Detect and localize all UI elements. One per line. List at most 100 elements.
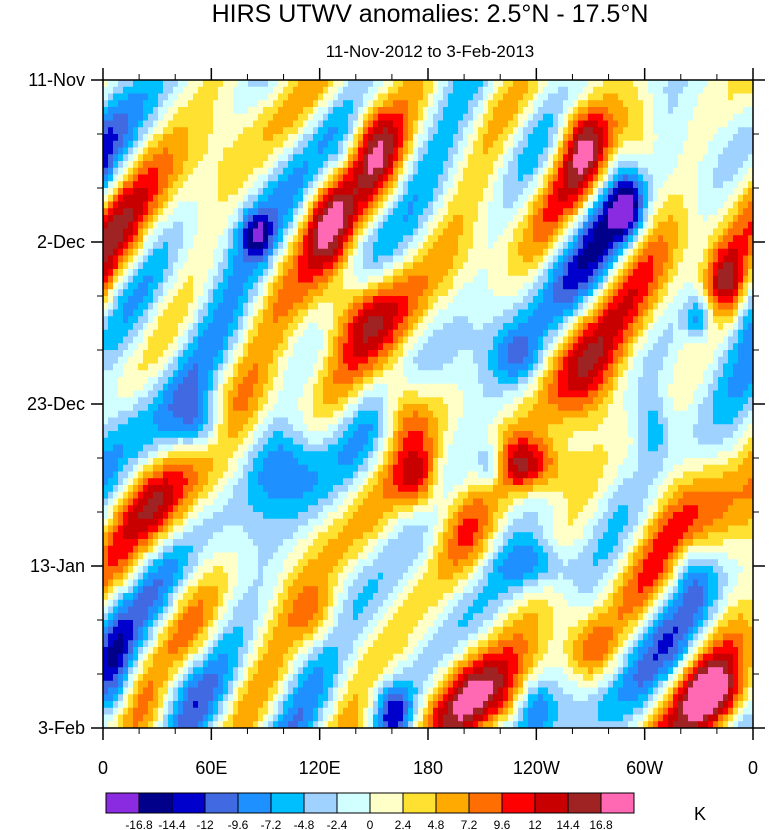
heat-cell bbox=[578, 188, 584, 196]
heat-cell bbox=[608, 282, 614, 290]
heat-cell bbox=[543, 228, 549, 236]
heat-cell bbox=[173, 147, 179, 155]
heat-cell bbox=[443, 147, 449, 155]
heat-cell bbox=[113, 154, 119, 162]
heat-cell bbox=[198, 194, 204, 203]
heat-cell bbox=[483, 107, 489, 115]
heat-cell bbox=[673, 248, 679, 257]
heat-cell bbox=[228, 228, 234, 236]
heat-cell bbox=[598, 161, 604, 169]
heat-cell bbox=[468, 269, 474, 277]
heat-cell bbox=[283, 93, 289, 101]
heat-cell bbox=[153, 100, 159, 108]
heat-cell bbox=[183, 107, 189, 115]
heat-cell bbox=[528, 181, 534, 189]
heat-cell bbox=[738, 208, 744, 216]
heat-cell bbox=[278, 309, 284, 317]
heat-cell bbox=[673, 235, 679, 243]
heat-cell bbox=[388, 248, 394, 257]
heat-cell bbox=[578, 201, 584, 209]
heat-cell bbox=[438, 120, 444, 128]
heat-cell bbox=[503, 215, 509, 223]
heat-cell bbox=[308, 289, 314, 297]
heat-cell bbox=[133, 215, 139, 223]
heat-cell bbox=[313, 107, 319, 115]
heat-cell bbox=[518, 80, 524, 88]
heat-cell bbox=[388, 113, 394, 122]
heat-cell bbox=[113, 86, 119, 95]
heat-cell bbox=[368, 296, 374, 304]
heat-cell bbox=[588, 127, 594, 135]
heat-cell bbox=[308, 208, 314, 216]
heat-cell bbox=[638, 80, 644, 88]
heat-cell bbox=[398, 329, 404, 338]
heat-cell bbox=[458, 242, 464, 250]
heat-cell bbox=[548, 275, 554, 284]
heat-cell bbox=[323, 80, 329, 88]
heat-cell bbox=[183, 100, 189, 108]
heat-cell bbox=[273, 215, 279, 223]
heat-cell bbox=[598, 201, 604, 209]
heat-cell bbox=[383, 208, 389, 216]
heat-cell bbox=[708, 289, 714, 297]
heat-cell bbox=[633, 329, 639, 338]
heat-cell bbox=[168, 275, 174, 284]
heat-cell bbox=[168, 269, 174, 277]
heat-cell bbox=[533, 329, 539, 338]
heat-cell bbox=[118, 255, 124, 263]
heat-cell bbox=[643, 107, 649, 115]
heat-cell bbox=[208, 262, 214, 270]
heat-cell bbox=[273, 120, 279, 128]
heat-cell bbox=[723, 140, 729, 149]
heat-cell bbox=[633, 215, 639, 223]
heat-cell bbox=[163, 161, 169, 169]
heat-cell bbox=[638, 296, 644, 304]
heat-cell bbox=[548, 248, 554, 257]
heat-cell bbox=[478, 100, 484, 108]
heat-cell bbox=[648, 296, 654, 304]
heat-cell bbox=[218, 127, 224, 135]
heat-cell bbox=[183, 289, 189, 297]
heat-cell bbox=[558, 93, 564, 101]
heat-cell bbox=[553, 228, 559, 236]
heat-cell bbox=[138, 208, 144, 216]
heat-cell bbox=[713, 86, 719, 95]
heat-cell bbox=[353, 242, 359, 250]
heat-cell bbox=[128, 86, 134, 95]
heat-cell bbox=[338, 161, 344, 169]
heat-cell bbox=[583, 167, 589, 176]
heat-cell bbox=[723, 269, 729, 277]
heat-cell bbox=[603, 134, 609, 142]
heat-cell bbox=[633, 174, 639, 182]
heat-cell bbox=[598, 242, 604, 250]
heat-cell bbox=[468, 161, 474, 169]
heat-cell bbox=[358, 113, 364, 122]
heat-cell bbox=[288, 161, 294, 169]
heat-cell bbox=[248, 134, 254, 142]
heat-cell bbox=[218, 248, 224, 257]
heat-cell bbox=[193, 194, 199, 203]
heat-cell bbox=[448, 134, 454, 142]
heat-cell bbox=[518, 174, 524, 182]
heat-cell bbox=[478, 296, 484, 304]
heat-cell bbox=[683, 188, 689, 196]
heat-cell bbox=[143, 221, 149, 230]
heat-cell bbox=[358, 329, 364, 338]
heat-cell bbox=[468, 296, 474, 304]
heat-cell bbox=[283, 228, 289, 236]
heat-cell bbox=[408, 174, 414, 182]
heat-cell bbox=[353, 161, 359, 169]
heat-cell bbox=[558, 113, 564, 122]
heat-cell bbox=[223, 255, 229, 263]
heat-cell bbox=[293, 329, 299, 338]
heat-cell bbox=[483, 242, 489, 250]
heat-cell bbox=[568, 296, 574, 304]
heat-cell bbox=[538, 113, 544, 122]
heat-cell bbox=[283, 100, 289, 108]
heat-cell bbox=[448, 269, 454, 277]
heat-cell bbox=[443, 201, 449, 209]
heat-cell bbox=[303, 134, 309, 142]
heat-cell bbox=[303, 140, 309, 149]
heat-cell bbox=[268, 188, 274, 196]
heat-cell bbox=[273, 201, 279, 209]
